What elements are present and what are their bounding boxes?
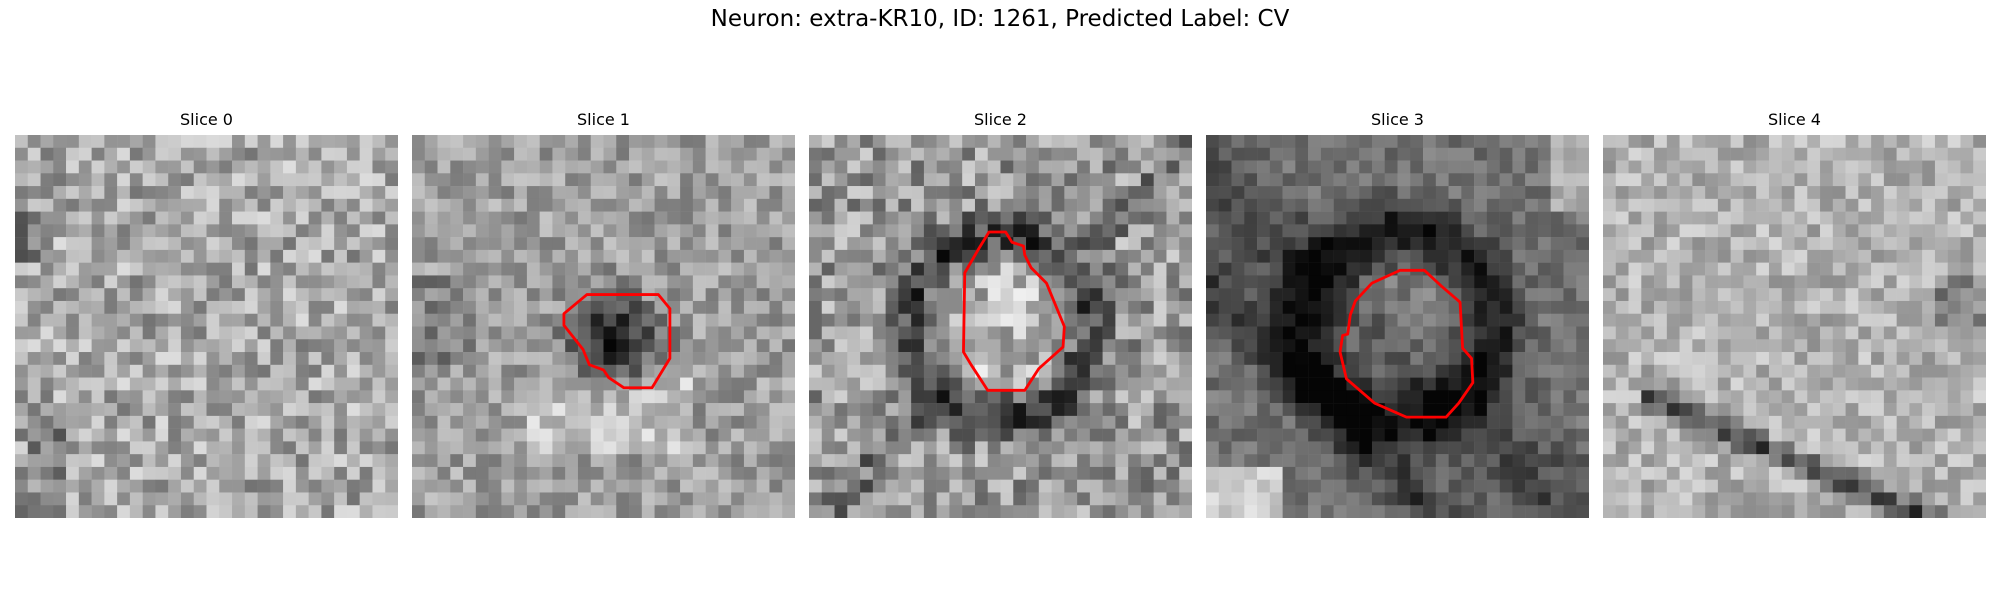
- slice-title-0: Slice 0: [180, 110, 233, 129]
- slice-image-1: [412, 135, 795, 518]
- roi-contour-2: [962, 230, 1066, 392]
- slice-title-3: Slice 3: [1371, 110, 1424, 129]
- roi-contour-1: [562, 293, 672, 390]
- slice-image-3: [1206, 135, 1589, 518]
- slice-image-4: [1603, 135, 1986, 518]
- slice-title-2: Slice 2: [974, 110, 1027, 129]
- slice-panel-4: Slice 4: [1603, 108, 1986, 518]
- slice-title-1: Slice 1: [577, 110, 630, 129]
- slice-image-2: [809, 135, 1192, 518]
- slice-image-0: [15, 135, 398, 518]
- slice-panel-1: Slice 1: [412, 108, 795, 518]
- slice-title-4: Slice 4: [1768, 110, 1821, 129]
- slice-panel-2: Slice 2: [809, 108, 1192, 518]
- figure-title: Neuron: extra-KR10, ID: 1261, Predicted …: [710, 6, 1290, 32]
- slice-panel-0: Slice 0: [15, 108, 398, 518]
- roi-contour-3: [1338, 268, 1475, 419]
- slice-panel-3: Slice 3: [1206, 108, 1589, 518]
